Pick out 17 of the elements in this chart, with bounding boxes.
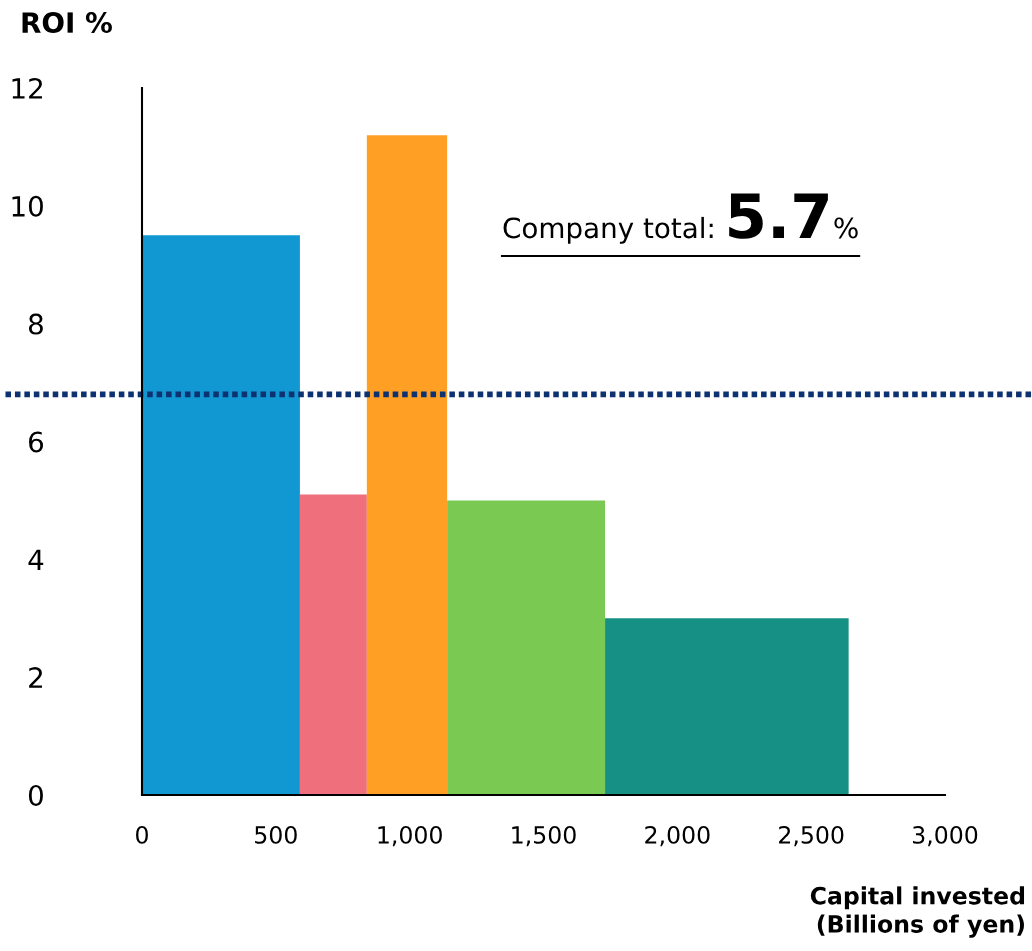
x-tick-label: 1,000 — [378, 825, 442, 847]
x-axis-title: Capital invested (Billions of yen) — [810, 886, 1025, 938]
y-tick-label: 8 — [28, 313, 43, 335]
annotation: Company total: 5.7% — [503, 193, 858, 244]
y-tick-label: 6 — [29, 431, 44, 453]
x-tick-label: 0 — [136, 825, 148, 844]
y-tick-label: 10 — [12, 195, 43, 217]
x-tick-label: 1,500 — [512, 825, 576, 847]
y-tick-label: 2 — [29, 667, 42, 688]
x-tick-label: 500 — [255, 825, 297, 844]
y-tick-label: 0 — [28, 784, 43, 806]
y-tick-label: 4 — [28, 549, 44, 570]
x-tick-label: 2,500 — [779, 825, 844, 847]
y-tick-label: 12 — [12, 77, 42, 99]
x-tick-label: 3,000 — [913, 825, 978, 847]
y-axis-title: ROI % — [22, 12, 112, 34]
x-tick-label: 2,000 — [645, 825, 710, 847]
